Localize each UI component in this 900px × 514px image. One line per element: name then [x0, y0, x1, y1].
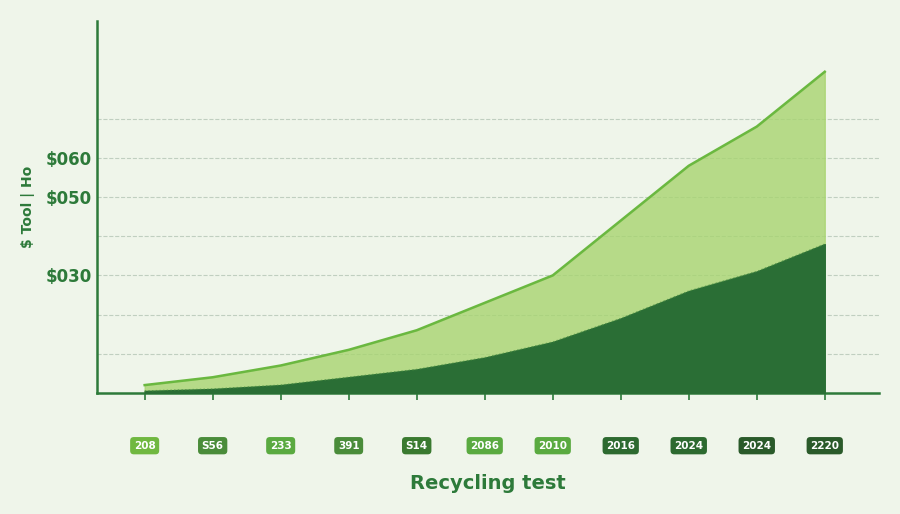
- X-axis label: Recycling test: Recycling test: [410, 474, 566, 493]
- Text: 2016: 2016: [607, 440, 635, 451]
- Text: 2086: 2086: [470, 440, 500, 451]
- Text: S14: S14: [406, 440, 428, 451]
- Text: S56: S56: [202, 440, 224, 451]
- Text: 208: 208: [134, 440, 156, 451]
- Text: 391: 391: [338, 440, 359, 451]
- Y-axis label: $ Tool | Ho: $ Tool | Ho: [21, 166, 35, 248]
- Text: 2024: 2024: [742, 440, 771, 451]
- Text: 2010: 2010: [538, 440, 567, 451]
- Text: 2024: 2024: [674, 440, 703, 451]
- Text: 2220: 2220: [810, 440, 840, 451]
- Text: 233: 233: [270, 440, 292, 451]
